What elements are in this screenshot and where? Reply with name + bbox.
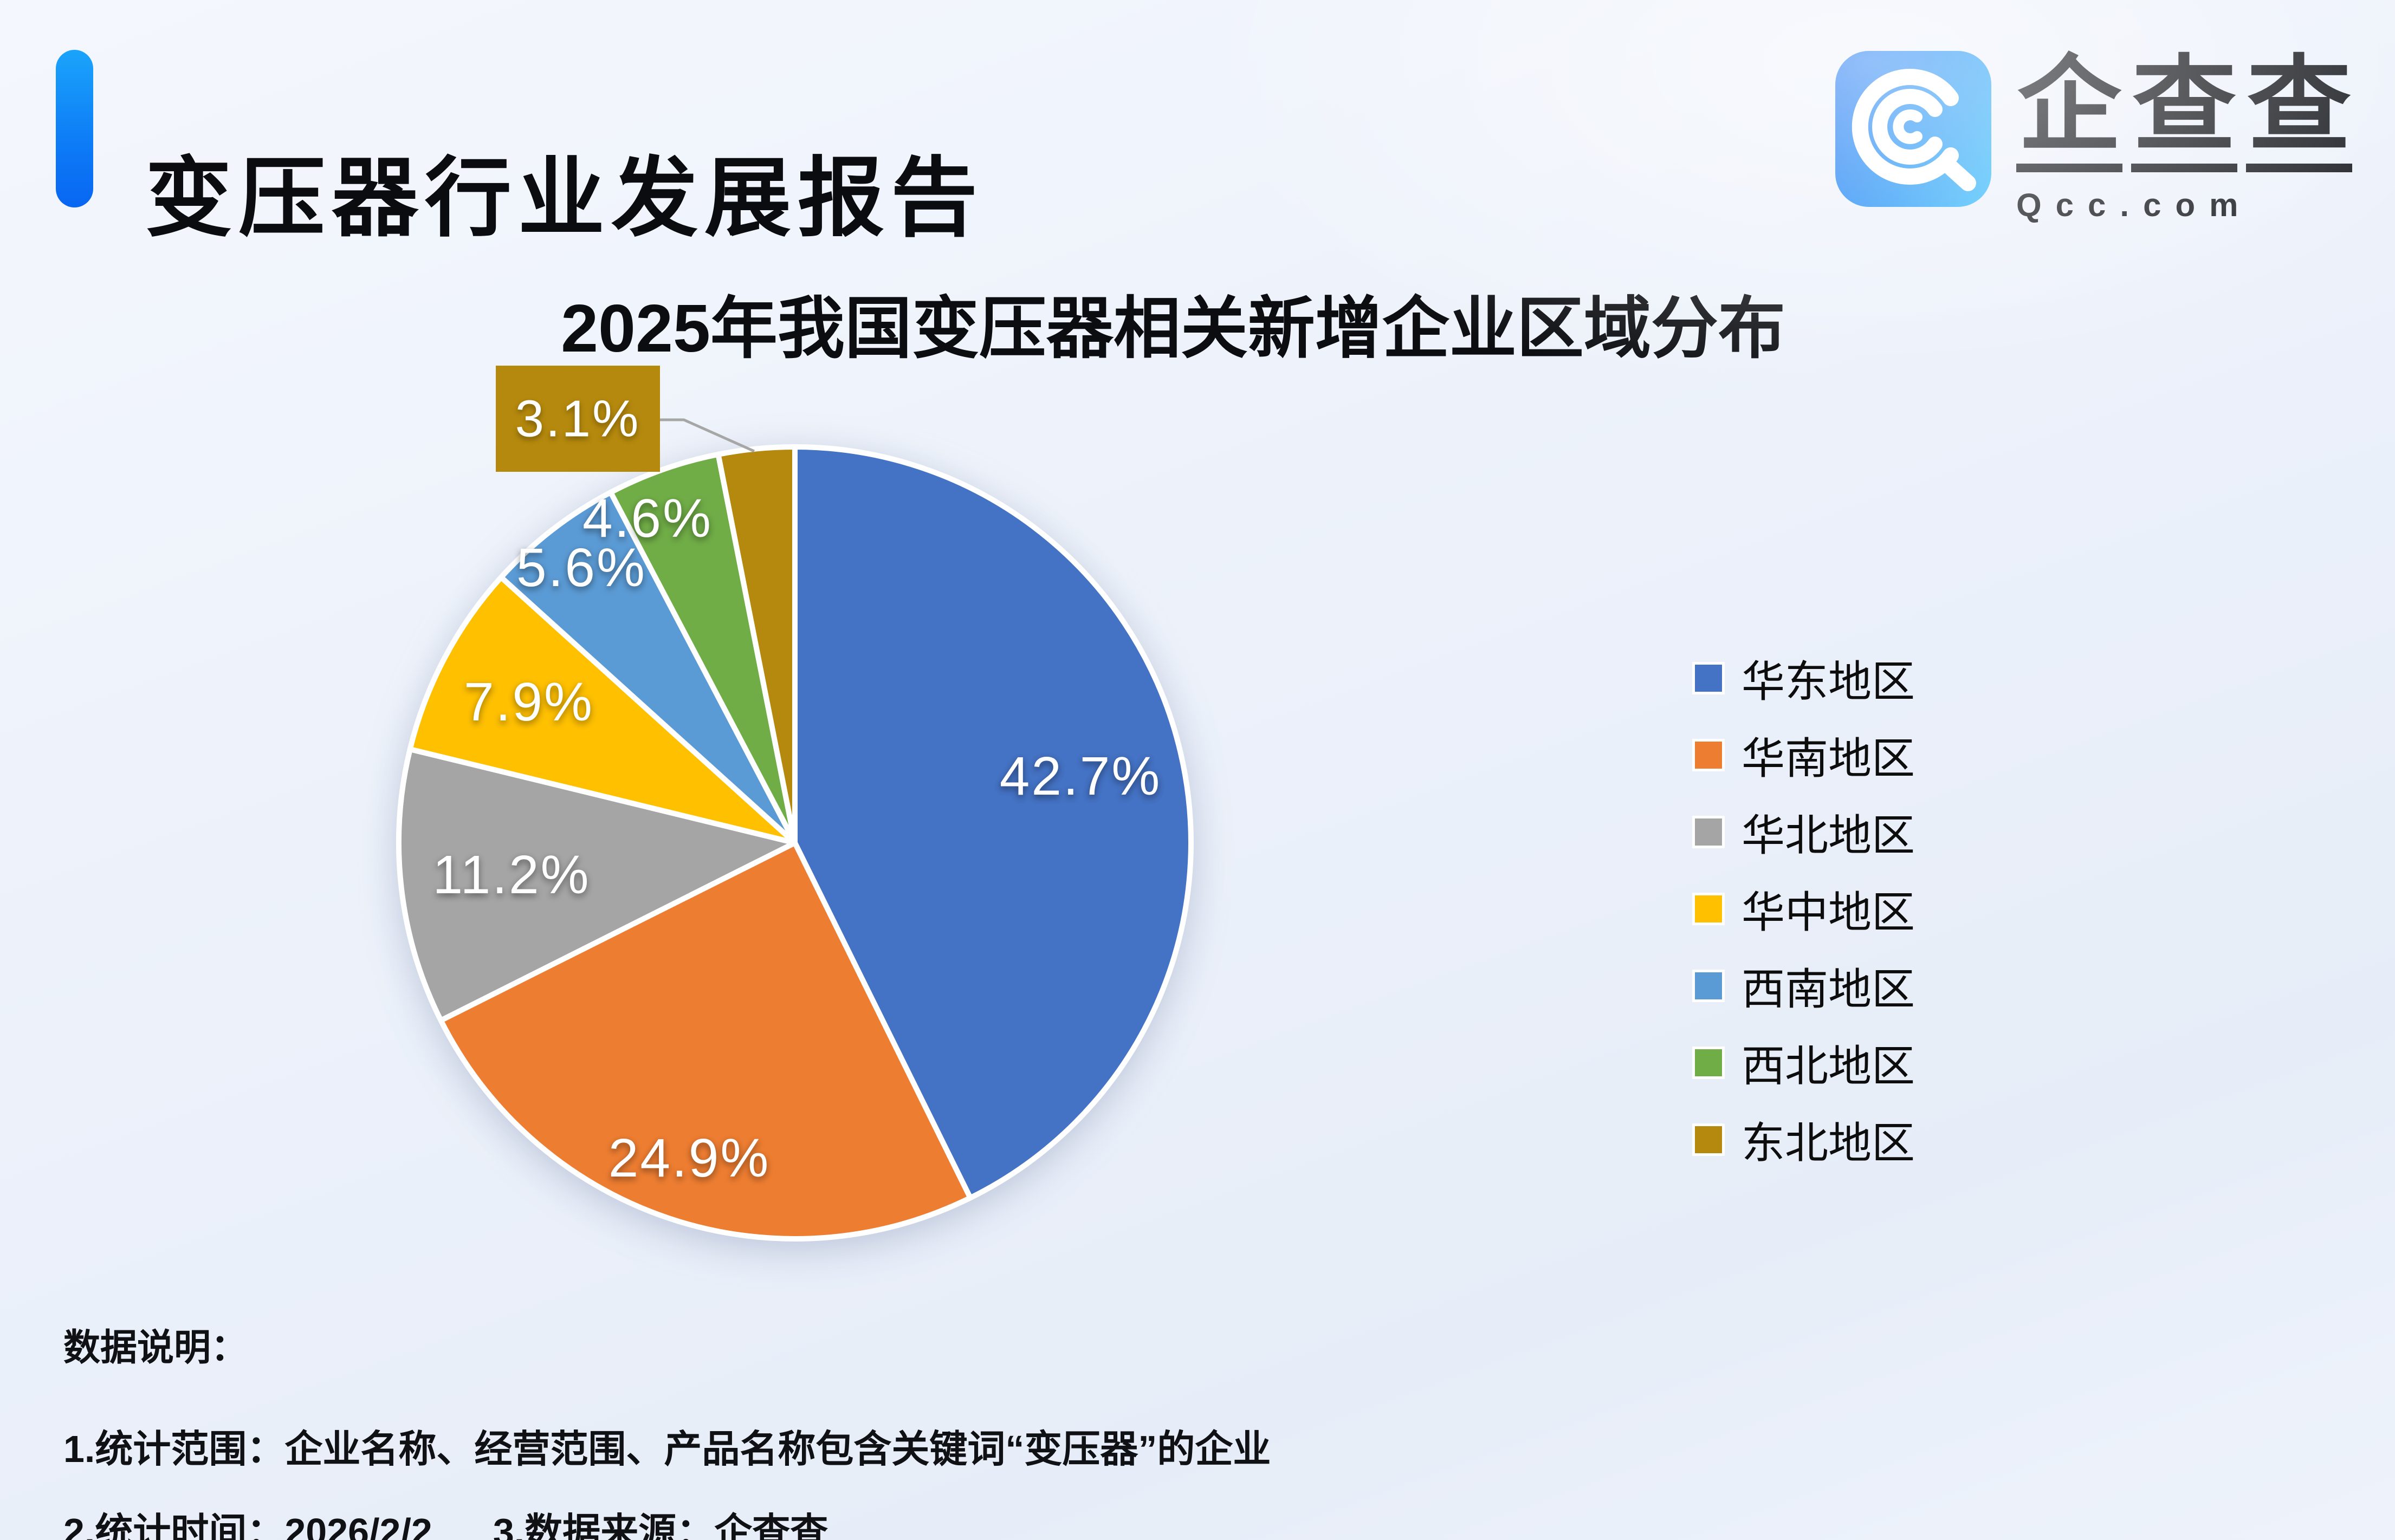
callout-3-1-percent: 3.1% [496, 366, 755, 472]
pie-data-label-5: 4.6% [582, 488, 713, 549]
qcc-logo-text: 企查查 Qcc.com [2016, 51, 2361, 224]
pie-slice-4 [498, 489, 798, 846]
qcc-logo-cn: 企查查 [2016, 51, 2361, 172]
pie-slice-5 [608, 451, 798, 846]
callout-value-label: 3.1% [515, 390, 640, 448]
legend-item-6: 东北地区 [1695, 1101, 1915, 1178]
notes-source-name: 企查查 [714, 1511, 828, 1540]
legend-label: 华北地区 [1742, 811, 1915, 860]
legend-label: 华南地区 [1742, 735, 1915, 783]
legend-swatch [1695, 1049, 1722, 1076]
legend-item-3: 华中地区 [1695, 870, 1915, 947]
pie-data-label-1: 24.9% [609, 1128, 771, 1188]
legend-label: 西南地区 [1742, 965, 1915, 1013]
legend-swatch [1695, 742, 1722, 769]
page-title: 变压器行业发展报告 [145, 150, 985, 247]
notes-time: 2.统计时间：2026/2/2 [63, 1511, 432, 1540]
pie-slice-2 [396, 746, 798, 1023]
qcc-logo-character: 企 [2016, 51, 2122, 172]
pie-slice-1 [438, 840, 973, 1242]
notes-scope-line: 1.统计范围：企业名称、经营范围、产品名称包含关键词“变压器”的企业 [63, 1428, 1271, 1470]
pie-slice-3 [407, 574, 798, 846]
legend-label: 华中地区 [1742, 888, 1915, 937]
legend-swatch [1695, 818, 1722, 846]
callout-leader-line [660, 418, 755, 453]
qcc-magnifier-spiral-icon [1852, 69, 1976, 191]
notes-time-source-line: 2.统计时间：2026/2/2 3.数据来源：企查查 [63, 1502, 1271, 1540]
legend-item-4: 西南地区 [1695, 947, 1915, 1024]
qcc-logo-character: 查 [2131, 51, 2237, 172]
legend-label: 西北地区 [1742, 1042, 1915, 1090]
qcc-logo: 企查查 Qcc.com [1835, 51, 2361, 224]
pie-data-label-0: 42.7% [1000, 746, 1162, 807]
legend-item-0: 华东地区 [1695, 640, 1915, 717]
title-accent-bar [56, 50, 93, 207]
chart-legend: 华东地区 华南地区 华北地区 华中地区 西南地区 西北地区 东北地区 [1695, 640, 1915, 1178]
legend-label: 华东地区 [1742, 658, 1915, 706]
legend-item-2: 华北地区 [1695, 794, 1915, 870]
qcc-app-icon [1835, 51, 1991, 207]
pie-data-label-3: 7.9% [464, 672, 594, 732]
callout-box [496, 366, 660, 472]
notes-source-label: 3.数据来源： [493, 1511, 715, 1540]
pie-slice-6 [715, 444, 798, 846]
qcc-logo-character: 查 [2246, 51, 2352, 172]
data-notes: 数据说明： 1.统计范围：企业名称、经营范围、产品名称包含关键词“变压器”的企业… [63, 1317, 1271, 1540]
qcc-logo-en: Qcc.com [2016, 187, 2252, 223]
pie-data-label-2: 11.2% [432, 844, 590, 905]
legend-swatch [1695, 1126, 1722, 1153]
pie-slice-0 [792, 444, 1194, 1201]
chart-title: 2025年我国变压器相关新增企业区域分布 [561, 291, 1785, 366]
legend-item-1: 华南地区 [1695, 717, 1915, 794]
legend-swatch [1695, 665, 1722, 692]
legend-item-5: 西北地区 [1695, 1024, 1915, 1101]
legend-swatch [1695, 895, 1722, 922]
pie-data-label-4: 5.6% [516, 537, 646, 598]
notes-heading: 数据说明： [63, 1327, 248, 1368]
legend-swatch [1695, 972, 1722, 999]
legend-label: 东北地区 [1742, 1119, 1915, 1167]
